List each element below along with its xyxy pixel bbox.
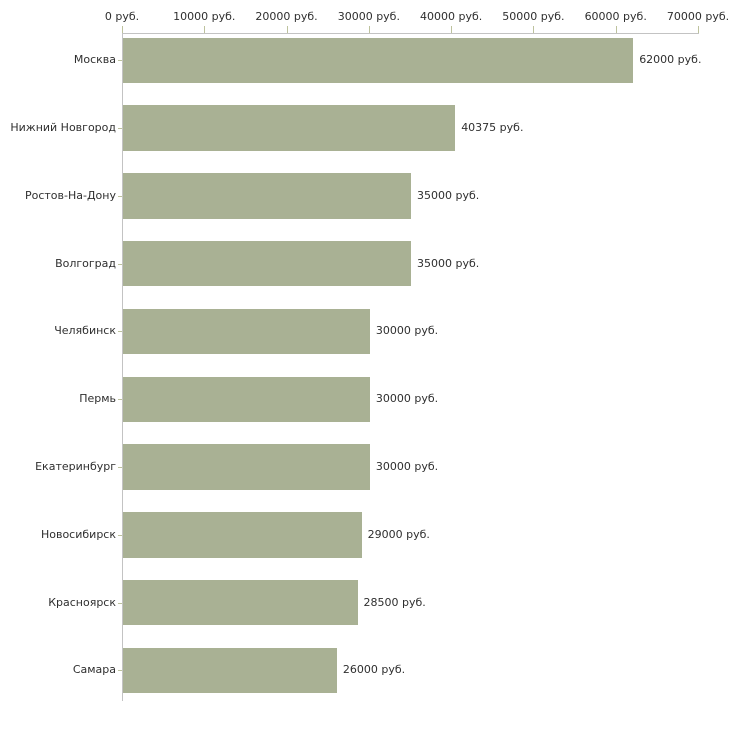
bar — [123, 105, 456, 151]
bar — [123, 308, 370, 355]
value-label: 35000 руб. — [417, 188, 480, 202]
x-axis-tick-label: 50000 руб. — [502, 10, 565, 23]
y-axis-tick-mark — [118, 535, 122, 536]
bar — [123, 444, 370, 490]
category-label: Самара — [72, 663, 116, 677]
x-axis-tick-label: 40000 руб. — [420, 10, 483, 23]
category-label: Новосибирск — [40, 527, 116, 541]
value-label: 40375 руб. — [461, 121, 524, 135]
y-axis-tick-mark — [118, 467, 122, 468]
bar — [123, 37, 634, 83]
y-axis-line — [122, 33, 123, 701]
x-axis-tick-mark — [451, 26, 452, 33]
x-axis-tick-label: 20000 руб. — [255, 10, 318, 23]
bar — [123, 579, 358, 626]
value-label: 30000 руб. — [375, 392, 439, 406]
y-axis-tick-mark — [118, 264, 122, 265]
y-axis-tick-mark — [118, 331, 122, 332]
x-axis-line — [122, 33, 699, 34]
x-axis-tick-label: 60000 руб. — [584, 10, 647, 23]
x-axis-tick-mark — [616, 26, 617, 33]
category-label: Москва — [73, 53, 116, 67]
y-axis-tick-mark — [118, 128, 122, 129]
bar — [123, 173, 411, 219]
category-label: Красноярск — [48, 595, 116, 609]
bar — [123, 240, 411, 287]
category-label: Волгоград — [55, 256, 116, 270]
x-axis-tick-mark — [287, 26, 288, 33]
value-label: 30000 руб. — [375, 460, 439, 473]
x-axis-tick-mark — [533, 26, 534, 33]
y-axis-tick-mark — [118, 196, 122, 197]
value-label: 30000 руб. — [375, 324, 439, 338]
category-label: Екатеринбург — [35, 460, 116, 473]
category-label: Пермь — [79, 392, 116, 406]
y-axis-tick-mark — [118, 603, 122, 604]
x-axis-tick-mark — [204, 26, 205, 33]
x-axis-tick-label: 30000 руб. — [337, 10, 400, 23]
x-axis-tick-mark — [369, 26, 370, 33]
y-axis-tick-mark — [118, 670, 122, 671]
value-label: 35000 руб. — [417, 256, 480, 270]
x-axis-tick-label: 70000 руб. — [666, 10, 730, 23]
category-label: Нижний Новгород — [10, 121, 116, 135]
value-label: 62000 руб. — [639, 53, 702, 67]
category-label: Ростов-На-Дону — [24, 188, 116, 202]
bar — [123, 647, 337, 694]
x-axis-tick-mark — [698, 26, 699, 33]
value-label: 28500 руб. — [363, 595, 426, 609]
value-label: 29000 руб. — [367, 527, 430, 541]
x-axis-tick-mark — [122, 26, 123, 33]
y-axis-tick-mark — [118, 60, 122, 61]
y-axis-tick-mark — [118, 399, 122, 400]
x-axis-tick-label: 10000 руб. — [173, 10, 236, 23]
value-label: 26000 руб. — [342, 663, 406, 677]
bar — [123, 512, 362, 558]
category-label: Челябинск — [54, 324, 116, 338]
bar — [123, 376, 370, 422]
x-axis-tick-label: 0 руб. — [104, 10, 140, 23]
